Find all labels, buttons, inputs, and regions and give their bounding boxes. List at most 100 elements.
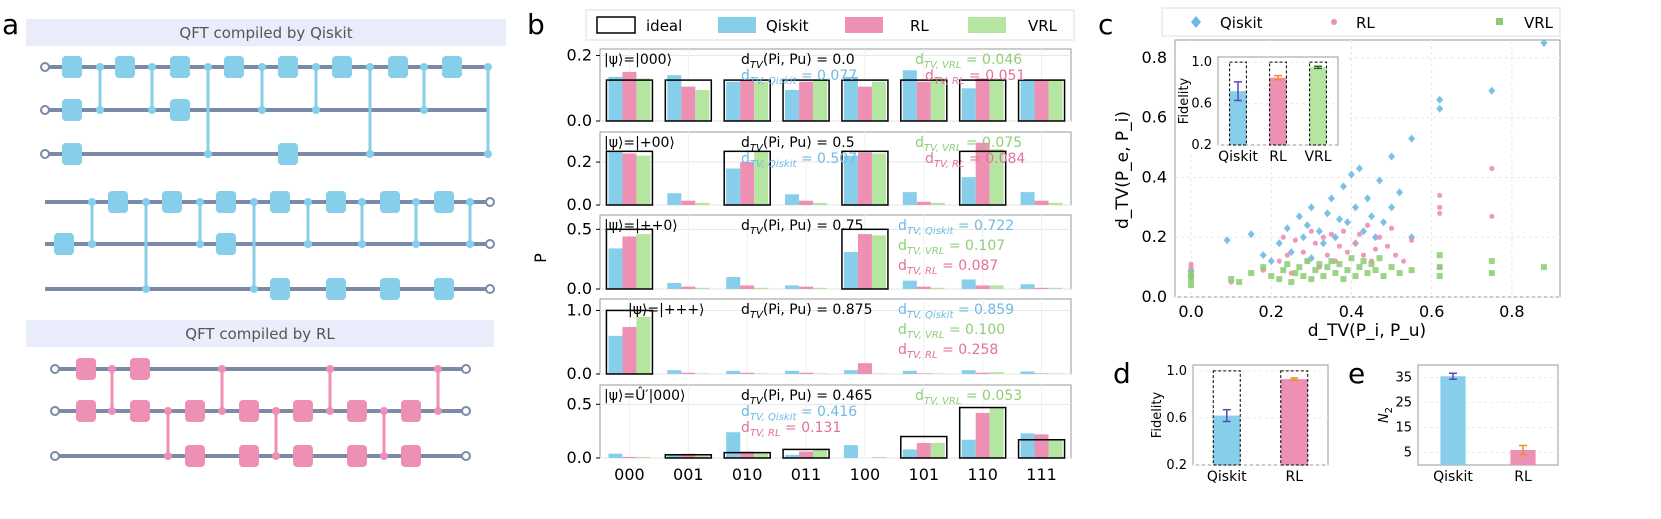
point-vrl: [1268, 273, 1275, 280]
bar-rl-101: [916, 81, 931, 121]
single-qubit-gate: [270, 191, 290, 213]
bar-rl-010: [740, 372, 755, 374]
point-qiskit: [1347, 170, 1355, 179]
bar-qiskit-101: [902, 370, 917, 374]
bar-rl-111: [1034, 373, 1049, 374]
point-qiskit: [1488, 86, 1496, 95]
single-qubit-gate: [224, 56, 244, 78]
state-label: |ψ⟩=|000⟩: [604, 52, 672, 68]
point-qiskit: [1372, 233, 1380, 242]
dtv-qiskit: dTV, Qiskit = 0.859: [898, 302, 1014, 321]
bar-vrl-100: [871, 153, 886, 205]
panel-d-letter: d: [1113, 357, 1131, 390]
point-vrl: [1348, 255, 1355, 262]
x-tick-label-rl: RL: [1285, 469, 1303, 485]
y-tick-label: 15: [1395, 421, 1412, 436]
y-tick-label: 1.0: [1191, 55, 1212, 70]
bar-qiskit: [1213, 415, 1241, 465]
y-tick-label: 0.5: [567, 219, 592, 238]
bar-qiskit-100: [843, 445, 858, 458]
bar-rl-111: [1034, 434, 1049, 458]
x-tick-label-rl: RL: [1514, 469, 1532, 485]
bar-ideal-100: [841, 228, 889, 290]
wire-terminal: [461, 451, 471, 461]
bar-rl-111: [1034, 287, 1049, 289]
x-tick-label-010: 010: [732, 465, 763, 484]
x-tick-label: 0.2: [1259, 302, 1284, 321]
bar-vrl-011: [813, 449, 828, 458]
dtv-rl: dTV, RL = 0.051: [925, 68, 1025, 87]
point-vrl: [1436, 252, 1443, 259]
wire-terminal: [485, 284, 495, 294]
point-qiskit: [1267, 257, 1275, 266]
point-rl: [1284, 252, 1290, 258]
cnot-control-dot: [96, 63, 104, 71]
point-rl: [1489, 165, 1495, 172]
cnot-control-dot: [326, 365, 334, 373]
bar-qiskit: [1440, 376, 1466, 465]
point-rl: [1364, 222, 1371, 228]
point-rl: [1336, 243, 1343, 249]
dtv-rl: dTV, RL = 0.087: [898, 258, 998, 277]
cnot-control-dot: [196, 198, 204, 206]
point-vrl: [1380, 273, 1387, 280]
y-tick-label: 25: [1395, 396, 1412, 411]
x-tick-label-qiskit: Qiskit: [1433, 469, 1473, 485]
point-vrl: [1316, 261, 1323, 268]
bar-vrl-001: [695, 373, 710, 374]
point-rl: [1409, 237, 1415, 243]
bar-vrl-111: [1048, 287, 1063, 289]
bar-ideal-vrl: [1309, 61, 1327, 146]
qiskit-circuit-title: QFT compiled by Qiskit: [179, 24, 352, 42]
point-vrl: [1376, 255, 1383, 262]
point-rl: [1276, 258, 1282, 264]
bar-qiskit-101: [902, 280, 917, 289]
bar-rl: [1510, 450, 1536, 465]
bar-ideal-011: [782, 448, 830, 459]
single-qubit-gate: [270, 278, 290, 300]
panel-e-letter: e: [1348, 357, 1365, 390]
point-rl: [1292, 237, 1298, 243]
bar-qiskit-011: [785, 370, 800, 374]
y-tick-label: 0.0: [567, 279, 592, 298]
bar-ideal-rl: [1269, 61, 1287, 146]
bar-vrl-101: [930, 373, 945, 374]
bar-qiskit-010: [726, 277, 741, 289]
point-vrl: [1292, 270, 1299, 277]
panel-b-xticks: 000 001 010 011 100 101 110 111: [614, 465, 1057, 484]
legend-label-qiskit: Qiskit: [1220, 14, 1263, 32]
dtv-ideal-uniform: dTV(Pi, Pu) = 0.465: [741, 388, 872, 407]
panel-d-fidelity: d 0.2 0.6 1.0 Qiskit RL Fidelity: [1113, 357, 1329, 485]
bar-qiskit-001: [667, 370, 682, 374]
dtv-ideal-uniform: dTV(Pi, Pu) = 0.5: [741, 135, 855, 154]
dtv-qiskit: dTV, Qiskit = 0.077: [741, 68, 857, 87]
bar-qiskit-111: [1020, 371, 1035, 374]
point-qiskit: [1339, 182, 1347, 191]
bar-vrl-111: [1048, 202, 1063, 205]
cnot-target-dot: [304, 240, 312, 248]
cnot-control-dot: [434, 365, 442, 373]
bar-vrl-101: [930, 78, 945, 121]
single-qubit-gate: [54, 233, 74, 255]
bar-vrl-110: [989, 149, 1004, 205]
bar-qiskit-111: [1020, 433, 1035, 458]
point-vrl: [1308, 276, 1315, 283]
dtv-vrl: dTV, VRL = 0.075: [915, 135, 1022, 154]
x-tick-label: 0.4: [1339, 302, 1364, 321]
bar-qiskit-100: [843, 155, 858, 205]
dtv-rl: dTV, RL = 0.084: [925, 151, 1025, 170]
legend-label-qiskit: Qiskit: [766, 17, 809, 35]
point-qiskit: [1376, 176, 1384, 185]
wire-terminal: [461, 364, 471, 374]
dtv-qiskit: dTV, Qiskit = 0.507: [741, 151, 857, 170]
point-qiskit: [1247, 230, 1255, 239]
legend-marker-qiskit: [1191, 16, 1201, 28]
point-qiskit: [1396, 188, 1404, 197]
legend-swatch-ideal: [596, 16, 636, 34]
single-qubit-gate: [185, 445, 205, 467]
bar-rl-010: [740, 162, 755, 205]
cnot-control-dot: [380, 407, 388, 415]
y-tick-label: 0.5: [567, 394, 592, 413]
